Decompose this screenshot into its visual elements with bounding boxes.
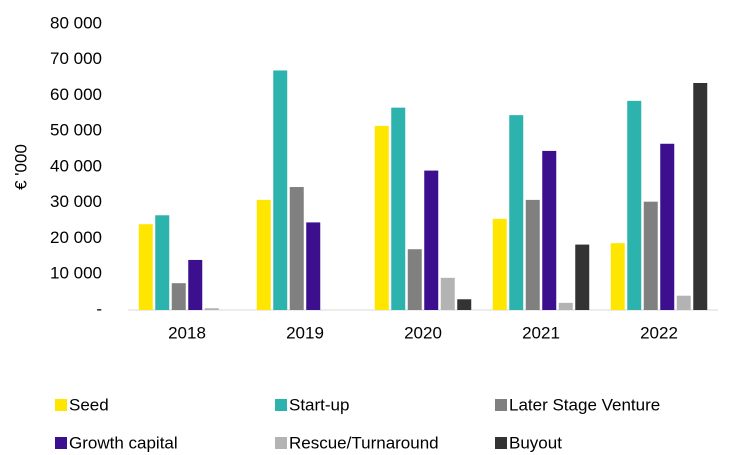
bar (542, 150, 557, 310)
bar (204, 308, 219, 310)
legend-swatch (495, 399, 507, 411)
y-tick-label: 60 000 (50, 85, 102, 104)
bar (660, 143, 675, 310)
legend-label: Rescue/Turnaround (289, 433, 439, 452)
bar (374, 125, 389, 310)
bar (610, 243, 625, 310)
bar (188, 259, 203, 310)
legend-swatch (55, 437, 67, 449)
x-tick-label: 2021 (522, 323, 560, 342)
legend-label: Later Stage Venture (509, 395, 660, 414)
legend-swatch (495, 437, 507, 449)
y-tick-label: 80 000 (50, 13, 102, 32)
legend-swatch (275, 399, 287, 411)
legend-swatch (55, 399, 67, 411)
bar (256, 199, 271, 310)
legend-label: Start-up (289, 395, 349, 414)
bar (289, 187, 304, 310)
bar (424, 170, 439, 310)
x-tick-label: 2022 (640, 323, 678, 342)
bar (509, 115, 524, 310)
bar (575, 244, 590, 310)
bar (693, 82, 708, 310)
bar (558, 302, 573, 310)
bar (138, 224, 153, 310)
x-tick-label: 2018 (168, 323, 206, 342)
bar (273, 70, 288, 310)
bar (492, 218, 507, 310)
bar (457, 299, 472, 310)
y-tick-label: 40 000 (50, 156, 102, 175)
bar (155, 215, 170, 310)
bar (391, 107, 406, 310)
y-axis-label: € '000 (11, 144, 30, 190)
bar (171, 283, 186, 310)
y-tick-label: 30 000 (50, 192, 102, 211)
y-tick-label: 50 000 (50, 121, 102, 140)
x-tick-label: 2020 (404, 323, 442, 342)
legend-swatch (275, 437, 287, 449)
legend-label: Growth capital (69, 433, 178, 452)
bar (440, 277, 455, 310)
y-tick-label: 20 000 (50, 228, 102, 247)
bar (306, 222, 321, 310)
bar (407, 249, 422, 310)
bar (627, 100, 642, 310)
legend-label: Seed (69, 395, 109, 414)
bar (643, 201, 658, 310)
y-tick-label: 10 000 (50, 264, 102, 283)
legend-label: Buyout (509, 433, 562, 452)
y-tick-label: 70 000 (50, 49, 102, 68)
x-tick-label: 2019 (286, 323, 324, 342)
bar (525, 199, 540, 310)
y-tick-label: - (96, 299, 102, 318)
bar (676, 295, 691, 310)
